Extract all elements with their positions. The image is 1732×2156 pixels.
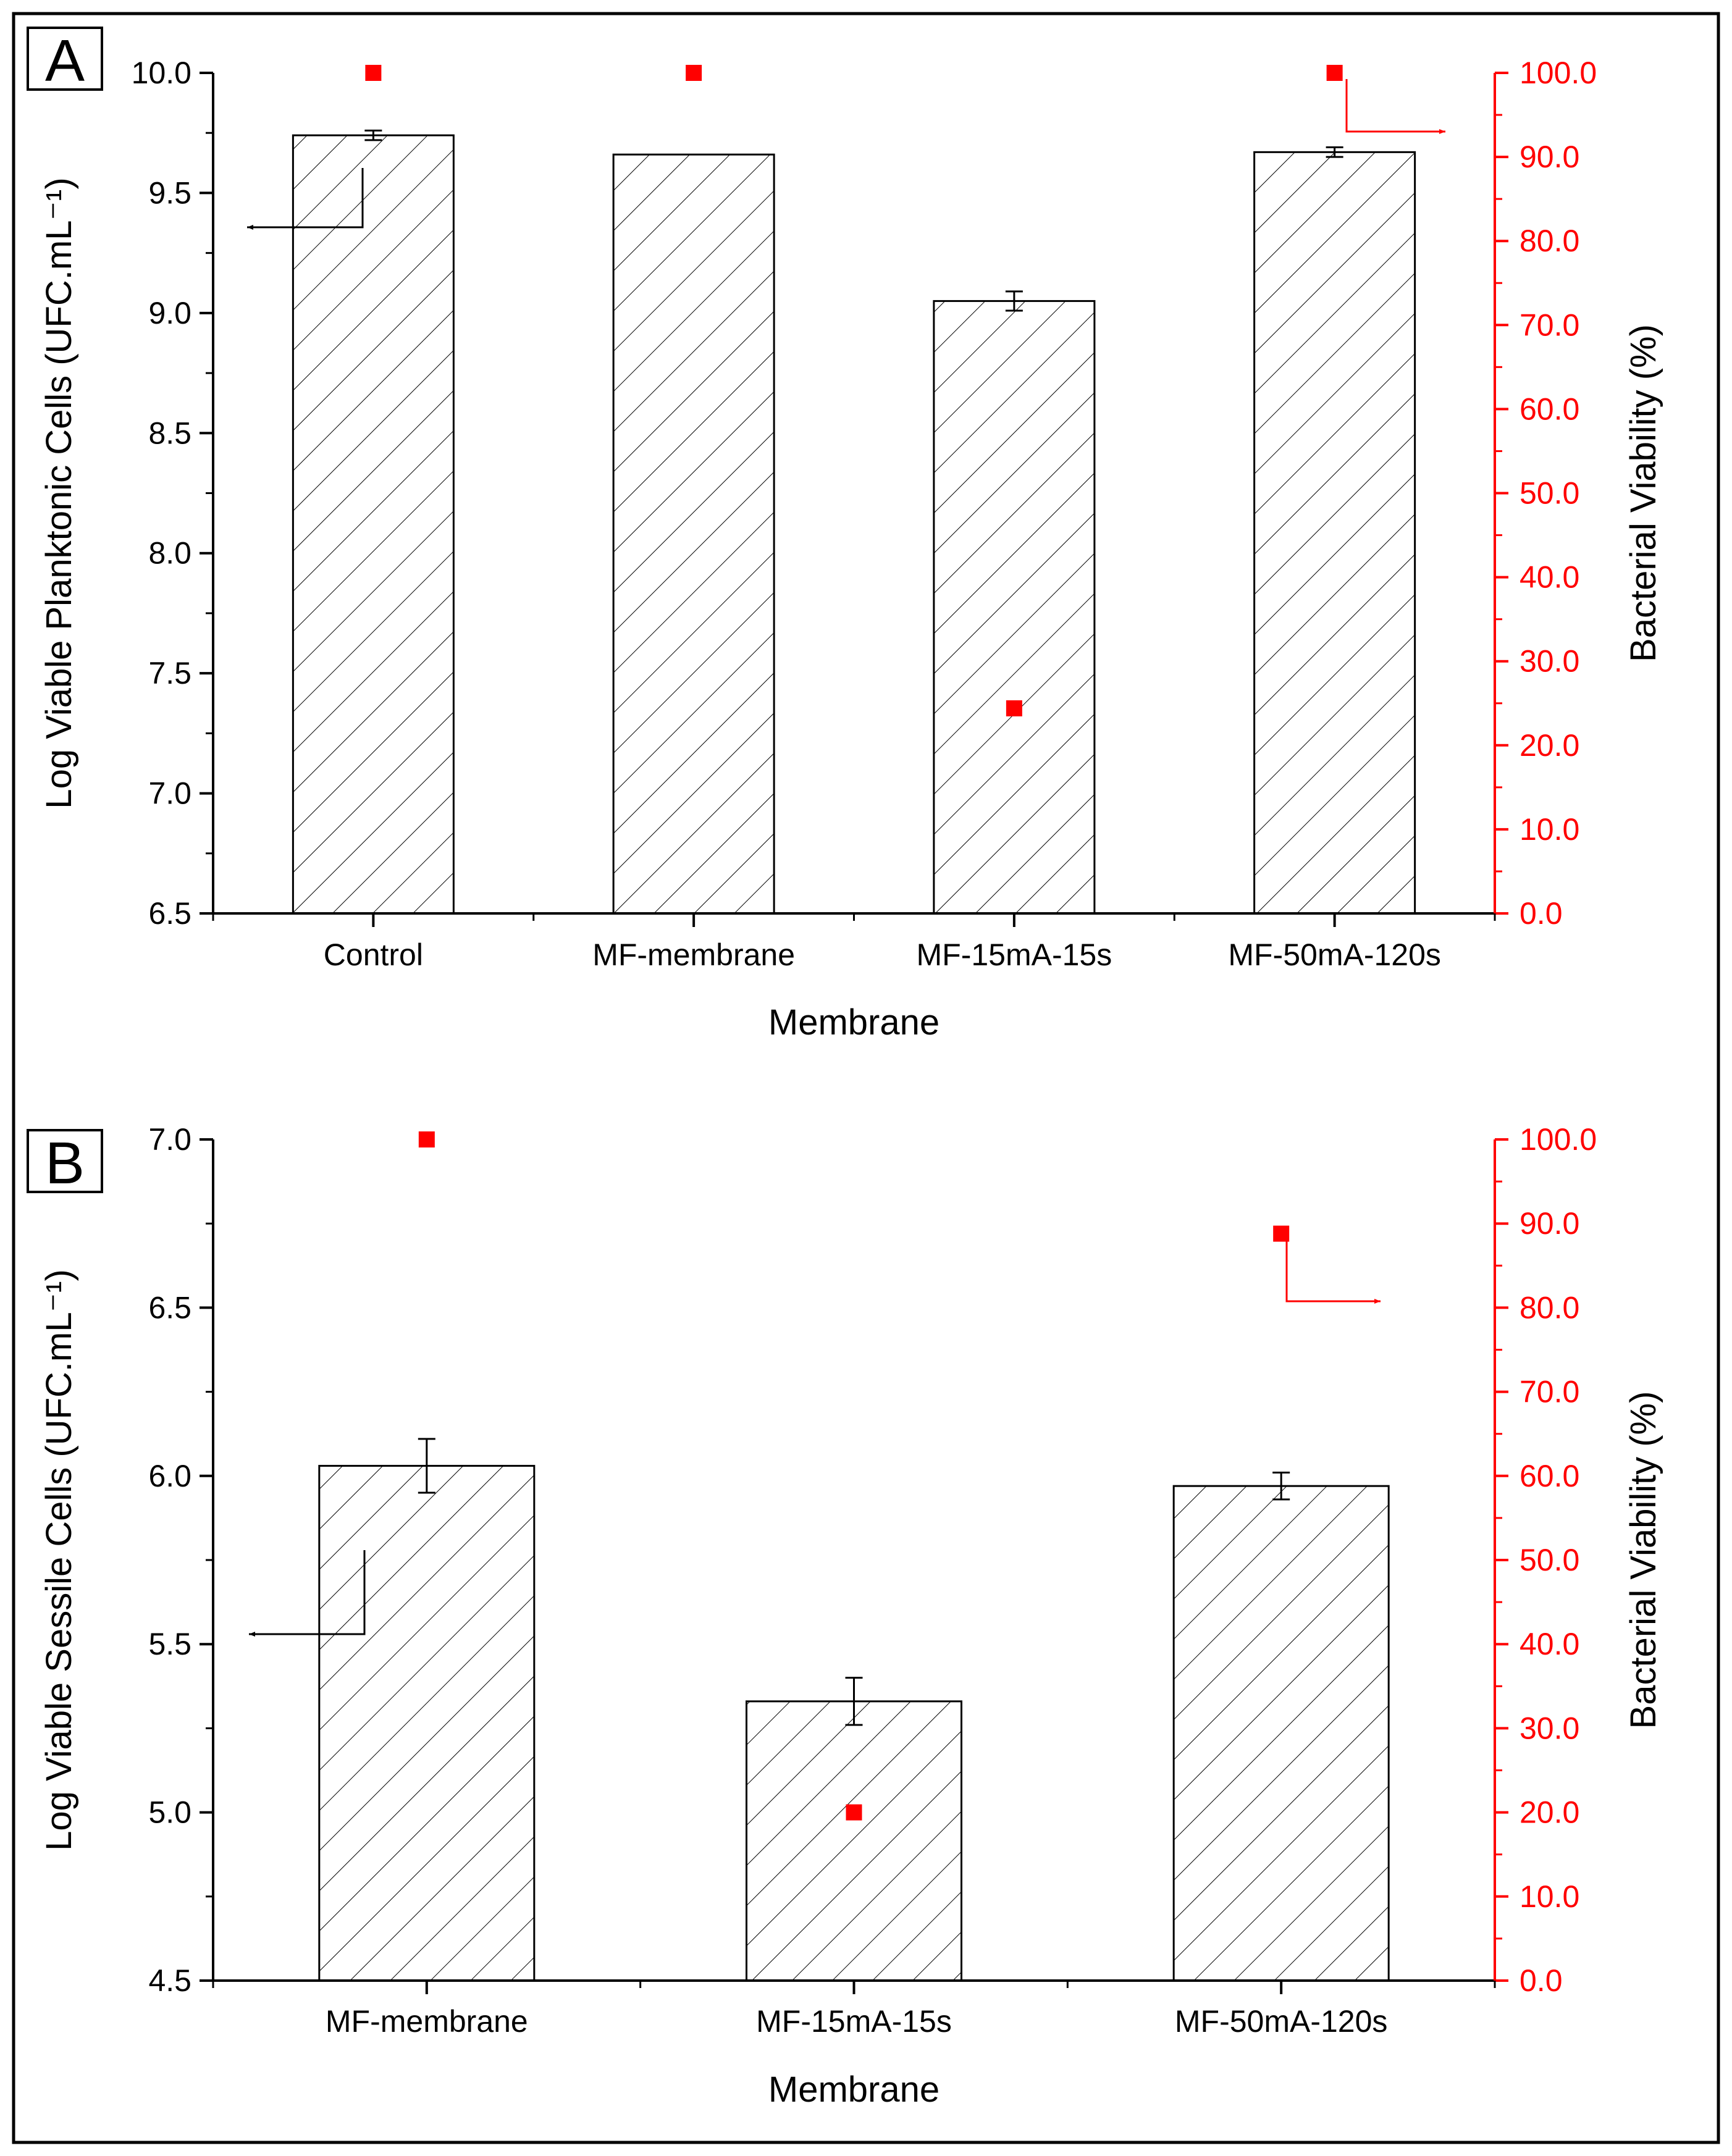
y-tick-label-left: 5.5 <box>148 1627 191 1661</box>
y-tick-label-left: 6.0 <box>148 1459 191 1493</box>
y-tick-label-right: 100.0 <box>1520 1122 1597 1157</box>
bar-mf-membrane <box>318 1464 536 1982</box>
y-tick-label-left: 4.5 <box>148 1963 191 1998</box>
y-tick-label-left: 6.5 <box>148 1290 191 1325</box>
panel-label-box <box>27 27 103 91</box>
y-tick-label-right: 50.0 <box>1520 1543 1579 1577</box>
panel-label: A <box>45 28 85 94</box>
bar-mf-15ma-15s <box>746 1700 962 1982</box>
y-tick-label-right: 60.0 <box>1520 1459 1579 1493</box>
right-axis-arrow <box>1285 1240 1381 1304</box>
x-axis-title: Membrane <box>768 1002 940 1042</box>
y-axis-title-right: Bacterial Viability (%) <box>1623 1391 1663 1729</box>
y-tick-label-right: 70.0 <box>1520 1375 1579 1409</box>
x-tick-label: MF-50mA-120s <box>1228 937 1441 972</box>
x-tick-label: Control <box>324 937 423 972</box>
y-tick-label-right: 20.0 <box>1520 1795 1579 1830</box>
viability-point <box>1006 700 1022 716</box>
y-tick-label-right: 80.0 <box>1520 1290 1579 1325</box>
y-tick-label-right: 40.0 <box>1520 1627 1579 1661</box>
y-tick-label-left: 8.0 <box>148 536 191 571</box>
bar-control <box>292 134 455 915</box>
x-tick-label: MF-membrane <box>592 937 795 972</box>
y-tick-label-right: 90.0 <box>1520 140 1579 174</box>
y-tick-label-left: 9.0 <box>148 296 191 330</box>
right-axis-arrow <box>1345 79 1445 134</box>
bar-mf-50ma-120s <box>1172 1485 1390 1982</box>
viability-point <box>846 1804 862 1821</box>
viability-point <box>1326 65 1343 81</box>
y-tick-label-right: 70.0 <box>1520 308 1579 342</box>
y-tick-label-right: 20.0 <box>1520 728 1579 763</box>
y-tick-label-right: 60.0 <box>1520 392 1579 426</box>
y-tick-label-left: 5.0 <box>148 1795 191 1830</box>
viability-point <box>1273 1225 1290 1242</box>
panel-b: B 4.5 5.0 5.5 6.0 6.5 7.0 0.0 10.0 20.0 30.0 40.0 50… <box>27 1122 1663 2110</box>
panel-label: B <box>45 1130 85 1196</box>
left-axis-arrow <box>247 168 364 230</box>
y-tick-label-right: 80.0 <box>1520 224 1579 258</box>
y-tick-label-right: 0.0 <box>1520 896 1563 931</box>
y-tick-label-right: 10.0 <box>1520 812 1579 847</box>
x-axis-title: Membrane <box>768 2070 940 2110</box>
y-tick-label-left: 7.0 <box>148 776 191 811</box>
y-tick-label-right: 30.0 <box>1520 644 1579 679</box>
y-tick-label-right: 40.0 <box>1520 560 1579 595</box>
y-tick-label-left: 7.5 <box>148 656 191 690</box>
viability-point <box>418 1131 435 1147</box>
y-tick-label-right: 50.0 <box>1520 476 1579 511</box>
y-axis-title-left: Log Viable Sessile Cells (UFC.mL⁻¹) <box>39 1269 79 1851</box>
viability-point <box>686 65 702 81</box>
y-tick-label-left: 6.5 <box>148 896 191 931</box>
y-tick-label-left: 7.0 <box>148 1122 191 1157</box>
x-tick-label: MF-50mA-120s <box>1175 2004 1388 2039</box>
viability-point <box>365 65 382 81</box>
y-tick-label-right: 10.0 <box>1520 1879 1579 1914</box>
y-tick-label-left: 10.0 <box>132 56 191 90</box>
bar-mf-50ma-120s <box>1253 151 1416 915</box>
bar-mf-membrane <box>612 153 775 915</box>
x-tick-label: MF-membrane <box>326 2004 528 2039</box>
y-tick-label-right: 90.0 <box>1520 1206 1579 1241</box>
y-tick-label-left: 9.5 <box>148 175 191 210</box>
bar-mf-15ma-15s <box>933 300 1096 915</box>
y-axis-title-right: Bacterial Viability (%) <box>1623 324 1663 662</box>
y-axis-title-left: Log Viable Planktonic Cells (UFC.mL⁻¹) <box>39 177 79 808</box>
left-axis-arrow <box>249 1550 366 1637</box>
y-tick-label-left: 8.5 <box>148 416 191 450</box>
y-tick-label-right: 100.0 <box>1520 56 1597 90</box>
panel-label-box <box>27 1129 103 1193</box>
panel-a: A 6.5 7.0 7.5 8.0 8.5 9.0 9.5 10.0 0.0 10.0 20.0 30.… <box>27 27 1663 1042</box>
x-tick-label: MF-15mA-15s <box>917 937 1112 972</box>
y-tick-label-right: 0.0 <box>1520 1963 1563 1998</box>
x-tick-label: MF-15mA-15s <box>756 2004 952 2039</box>
y-tick-label-right: 30.0 <box>1520 1711 1579 1745</box>
